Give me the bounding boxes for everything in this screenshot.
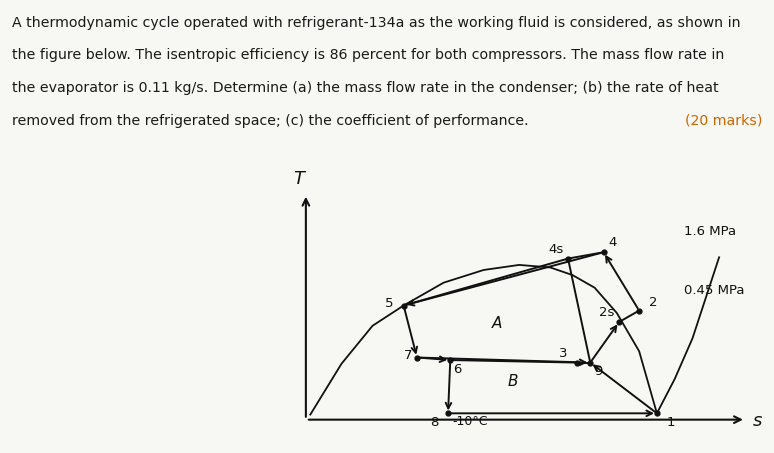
Text: 7: 7 (403, 349, 412, 362)
Text: A thermodynamic cycle operated with refrigerant-134a as the working fluid is con: A thermodynamic cycle operated with refr… (12, 16, 740, 30)
Text: 1: 1 (666, 416, 675, 429)
Text: -10°C: -10°C (453, 414, 488, 428)
Text: 2s: 2s (599, 306, 615, 319)
Text: 4s: 4s (548, 243, 563, 256)
Text: 5: 5 (385, 297, 394, 310)
Text: 3: 3 (559, 347, 567, 360)
Text: 8: 8 (430, 416, 438, 429)
Text: (20 marks): (20 marks) (685, 114, 762, 128)
Text: 1.6 MPa: 1.6 MPa (683, 226, 735, 238)
Text: 4: 4 (608, 236, 617, 250)
Text: T: T (293, 169, 305, 188)
Text: 6: 6 (454, 363, 461, 376)
Text: A: A (491, 316, 502, 331)
Text: 2: 2 (649, 296, 657, 309)
Text: s: s (752, 412, 762, 430)
Text: B: B (507, 374, 518, 389)
Text: removed from the refrigerated space; (c) the coefficient of performance.: removed from the refrigerated space; (c)… (12, 114, 528, 128)
Text: the evaporator is 0.11 kg/s. Determine (a) the mass flow rate in the condenser; : the evaporator is 0.11 kg/s. Determine (… (12, 81, 718, 95)
Text: 0.45 MPa: 0.45 MPa (683, 284, 744, 297)
Text: 9: 9 (594, 366, 602, 378)
Text: the figure below. The isentropic efficiency is 86 percent for both compressors. : the figure below. The isentropic efficie… (12, 48, 724, 63)
